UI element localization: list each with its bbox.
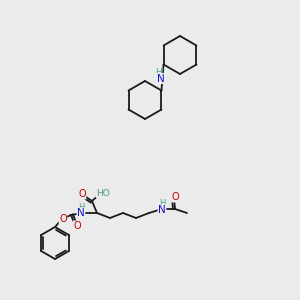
Text: O: O xyxy=(78,189,86,199)
Text: O: O xyxy=(59,214,67,224)
Text: N: N xyxy=(77,208,85,218)
Text: N: N xyxy=(158,205,166,215)
Text: N: N xyxy=(157,74,164,83)
Text: H: H xyxy=(159,200,165,208)
Text: H: H xyxy=(78,203,84,212)
Text: HO: HO xyxy=(96,188,110,197)
Text: O: O xyxy=(171,192,179,202)
Text: O: O xyxy=(73,221,81,231)
Text: H: H xyxy=(155,68,162,77)
